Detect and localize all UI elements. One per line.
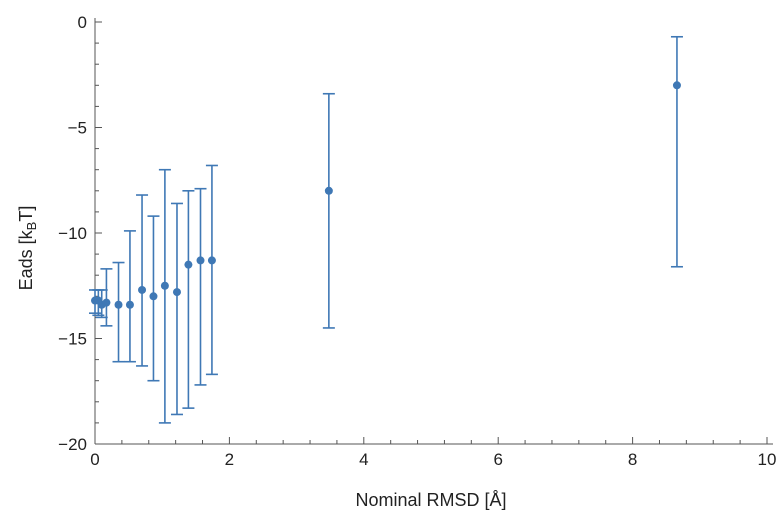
x-tick-label: 6 xyxy=(493,450,502,469)
data-point-group xyxy=(182,190,195,409)
y-tick-label: −15 xyxy=(58,330,87,349)
data-point xyxy=(149,292,158,301)
data-point-group xyxy=(123,230,136,363)
data-point-group xyxy=(147,215,160,382)
data-point-group xyxy=(205,164,218,376)
y-tick-label: −10 xyxy=(58,224,87,243)
data-point xyxy=(138,285,147,294)
x-tick-label: 10 xyxy=(758,450,777,469)
data-point-group xyxy=(136,194,149,367)
data-point-group xyxy=(322,92,335,329)
y-tick-label: −20 xyxy=(58,435,87,454)
data-point-group xyxy=(170,202,183,416)
data-point xyxy=(324,186,333,195)
y-axis-title: Eads [kBT] xyxy=(16,206,39,291)
y-axis-title-prefix: Eads [k xyxy=(16,229,36,290)
data-point-group xyxy=(194,187,207,386)
data-point xyxy=(672,81,681,90)
data-point xyxy=(207,256,216,265)
data-point xyxy=(184,260,193,269)
data-point-group xyxy=(112,261,125,363)
y-axis-title-suffix: T] xyxy=(16,206,36,222)
y-ticks: 0 −5 −10 −15 −20 xyxy=(58,13,102,454)
x-axis-title: Nominal RMSD [Å] xyxy=(355,490,506,510)
data-point xyxy=(102,298,111,307)
y-axis-title-subscript: B xyxy=(24,222,39,231)
data-series xyxy=(89,35,683,424)
x-tick-label: 8 xyxy=(628,450,637,469)
data-point-group xyxy=(158,168,171,424)
y-tick-label: −5 xyxy=(68,119,87,138)
data-point xyxy=(114,300,123,309)
data-point xyxy=(172,288,181,297)
x-tick-label: 4 xyxy=(359,450,368,469)
x-ticks: 0 2 4 6 8 10 xyxy=(90,437,776,469)
x-tick-label: 0 xyxy=(90,450,99,469)
data-point-group xyxy=(670,35,683,268)
y-tick-label: 0 xyxy=(78,13,87,32)
data-point xyxy=(125,300,134,309)
x-tick-label: 2 xyxy=(225,450,234,469)
data-point xyxy=(196,256,205,265)
data-point-group xyxy=(100,268,113,327)
data-point xyxy=(160,281,169,290)
axes: 0 2 4 6 8 10 0 −5 −10 −15 −20 xyxy=(58,13,776,469)
